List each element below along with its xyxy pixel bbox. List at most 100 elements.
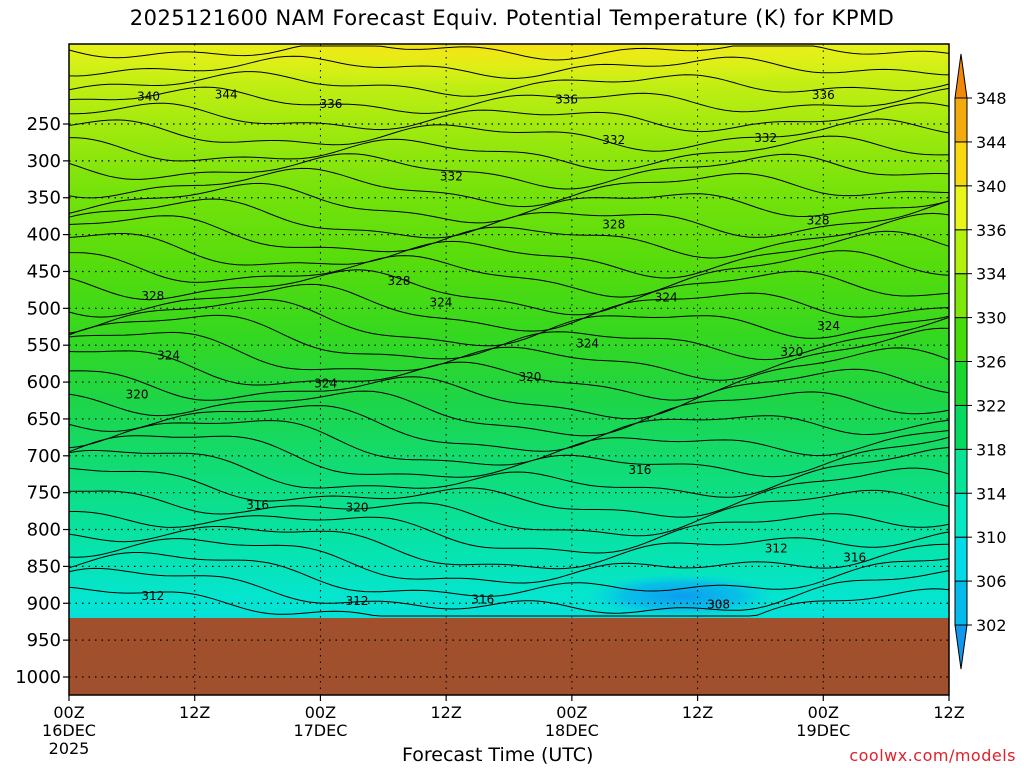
contour-line — [68, 552, 950, 597]
contour-label: 336 — [555, 93, 578, 107]
contour-line — [68, 419, 950, 466]
x-tick-label: 12Z — [933, 703, 964, 722]
colorbar-upper-extension — [954, 53, 968, 99]
contour-label: 312 — [765, 542, 788, 556]
contour-label: 332 — [754, 131, 777, 145]
colorbar-band — [954, 141, 968, 187]
colorbar-band — [954, 97, 968, 143]
cold-low-level-region — [586, 573, 777, 618]
contour-line — [68, 586, 950, 617]
contour-line — [68, 102, 950, 133]
contour-label: 336 — [812, 88, 835, 102]
colorbar-band — [954, 492, 968, 538]
contour-line — [68, 135, 950, 172]
y-tick-label: 750 — [27, 483, 61, 504]
plot-frame — [68, 43, 950, 696]
colorbar-label: 314 — [976, 484, 1007, 503]
x-tick-year-label: 2025 — [49, 739, 90, 758]
y-tick-label: 950 — [27, 630, 61, 651]
colorbar-band — [954, 448, 968, 494]
colorbar-lower-extension — [954, 624, 968, 670]
contour-line — [68, 153, 950, 190]
colorbar-band — [954, 580, 968, 626]
contour-line — [69, 250, 950, 298]
y-tick-label: 500 — [27, 298, 61, 319]
x-tick-label: 00Z — [305, 703, 336, 722]
y-tick-label: 800 — [27, 520, 61, 541]
contour-label: 316 — [843, 551, 866, 565]
contour-line — [68, 269, 950, 316]
contour-label: 320 — [126, 388, 149, 402]
colorbar-label: 348 — [976, 89, 1007, 108]
colorbar-label: 322 — [976, 396, 1007, 415]
y-tick-label: 400 — [27, 225, 61, 246]
contour-line — [68, 283, 950, 332]
x-tick-label: 12Z — [682, 703, 713, 722]
contour-label: 332 — [602, 133, 625, 147]
colorbar-label: 334 — [976, 265, 1007, 284]
y-tick-label: 900 — [27, 593, 61, 614]
contour-label: 316 — [246, 498, 269, 512]
x-tick-date-label: 16DEC — [42, 721, 96, 740]
contour-label: 312 — [141, 589, 164, 603]
x-tick-label: 00Z — [53, 703, 84, 722]
contour-label: 320 — [518, 370, 541, 384]
x-axis-title: Forecast Time (UTC) — [402, 744, 594, 766]
plot-background — [69, 44, 949, 695]
colorbar-label: 340 — [976, 177, 1007, 196]
colorbar-label: 326 — [976, 353, 1007, 372]
contour-line — [68, 86, 950, 114]
contour-line — [68, 198, 950, 239]
y-tick-label: 550 — [27, 335, 61, 356]
colorbar-band — [954, 317, 968, 363]
contour-line — [68, 230, 950, 279]
contour-label: 328 — [807, 214, 830, 228]
contour-line — [68, 55, 950, 79]
x-tick-date-label: 18DEC — [545, 721, 599, 740]
colorbar-label: 344 — [976, 133, 1007, 152]
contour-label: 340 — [137, 90, 160, 104]
x-tick-label: 12Z — [430, 703, 461, 722]
contour-label: 324 — [314, 377, 337, 391]
contour-label: 308 — [707, 598, 730, 612]
colorbar-band — [954, 185, 968, 231]
contour-label: 328 — [388, 274, 411, 288]
colorbar-band — [954, 404, 968, 450]
contour-label: 328 — [141, 289, 164, 303]
contour-line — [68, 118, 950, 152]
contour-line — [68, 212, 950, 259]
colorbar-band — [954, 536, 968, 582]
contour-line — [69, 511, 950, 554]
contour-line — [68, 71, 950, 97]
y-tick-label: 1000 — [15, 667, 61, 688]
colorbar-label: 306 — [976, 572, 1007, 591]
colorbar-label: 310 — [976, 528, 1007, 547]
contour-label: 312 — [346, 594, 369, 608]
y-tick-label: 600 — [27, 372, 61, 393]
x-tick-label: 00Z — [556, 703, 587, 722]
y-tick-label: 250 — [27, 114, 61, 135]
y-tick-label: 350 — [27, 188, 61, 209]
x-tick-label: 12Z — [179, 703, 210, 722]
contour-label: 324 — [655, 290, 678, 304]
colorbar-label: 336 — [976, 221, 1007, 240]
contour-label: 336 — [319, 97, 342, 111]
colorbar-label: 318 — [976, 440, 1007, 459]
y-tick-label: 300 — [27, 151, 61, 172]
contour-label: 324 — [157, 349, 180, 363]
contour-line — [68, 314, 950, 361]
contour-label: 344 — [215, 88, 238, 102]
contour-label: 324 — [429, 295, 452, 309]
contour-label: 332 — [440, 169, 463, 183]
contour-line — [68, 467, 950, 518]
colorbar-band — [954, 361, 968, 406]
y-tick-label: 650 — [27, 409, 61, 430]
contour-label: 328 — [602, 217, 625, 231]
contour-line — [68, 368, 950, 420]
contour-label: 316 — [471, 593, 494, 607]
contour-label: 320 — [780, 345, 803, 359]
terrain-fill — [69, 618, 949, 695]
x-tick-label: 00Z — [808, 703, 839, 722]
contour-label: 316 — [628, 463, 651, 477]
